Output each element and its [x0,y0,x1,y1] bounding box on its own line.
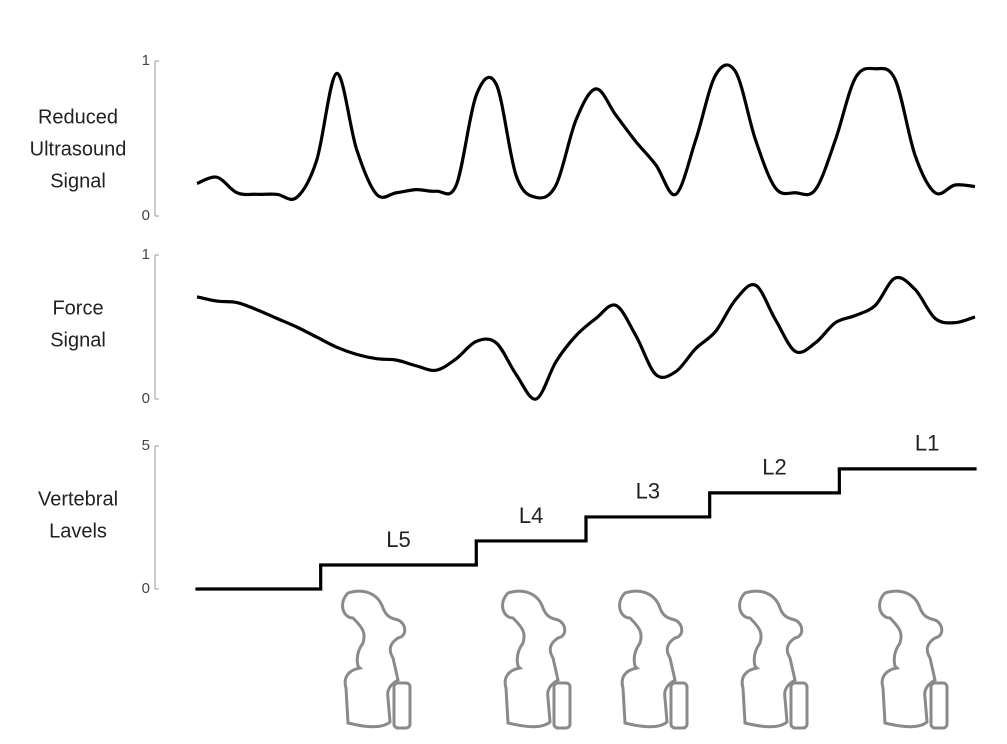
y-tick-label: 0 [142,580,150,597]
y-axis-label: Vertebral [38,488,118,510]
y-axis-label: Force [52,297,103,319]
level-label: L1 [915,431,939,456]
signal-line [196,275,976,401]
level-label: L5 [386,527,410,552]
level-label: L2 [762,455,786,480]
y-tick-label: 0 [142,390,150,407]
y-axis-label: Lavels [49,520,107,542]
level-label: L3 [636,479,660,504]
level-label: L4 [519,503,543,528]
y-tick-label: 1 [142,246,150,263]
vertebra-icon [341,589,412,730]
vertebra-icons [341,589,949,730]
vertebra-icon [738,589,809,730]
y-tick-label: 5 [142,437,150,454]
vertebra-icon [618,589,689,730]
y-axis-label: Ultrasound [30,138,127,160]
y-axis-label: Signal [50,329,106,351]
y-tick-label: 0 [142,207,150,224]
y-tick-label: 1 [142,52,150,69]
signal-line [196,63,976,201]
vertebra-icon [878,589,949,730]
y-axis-label: Signal [50,170,106,192]
vertebra-icon [501,589,572,730]
y-axis-label: Reduced [38,106,118,128]
